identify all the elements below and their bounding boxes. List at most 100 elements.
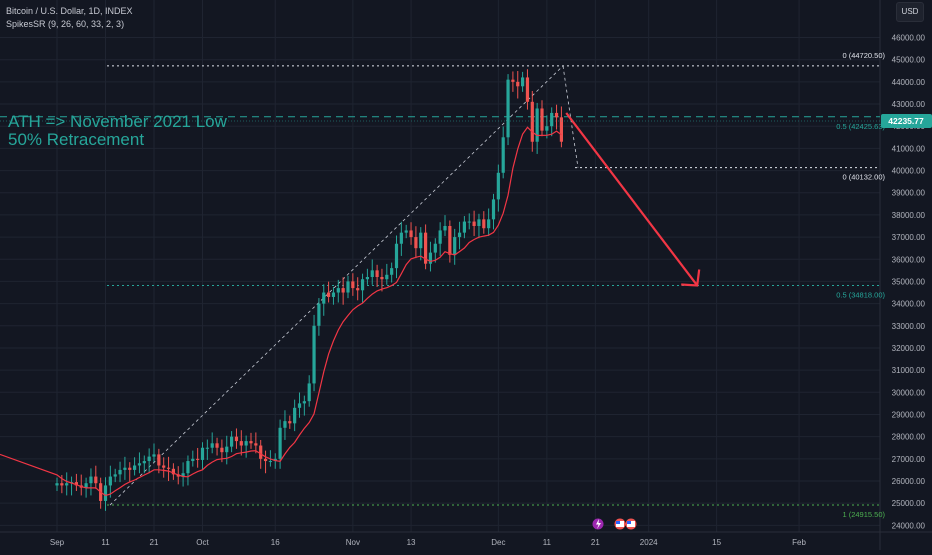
candle-body <box>196 458 200 460</box>
candle-body <box>365 277 369 280</box>
candle-body <box>356 288 360 291</box>
candle-body <box>477 219 481 226</box>
candle-body <box>360 279 365 291</box>
price-axis-label: 26000.00 <box>892 477 926 486</box>
price-axis-label: 40000.00 <box>892 167 926 176</box>
candle-body <box>341 288 345 293</box>
candle-body <box>166 467 171 469</box>
candle-body <box>118 469 122 475</box>
candles <box>55 69 563 511</box>
candle-body <box>123 467 127 470</box>
annotation-text[interactable]: ATH => November 2021 Low 50% Retracement <box>8 113 227 149</box>
fib-level-label: 0.5 (42425.63) <box>836 122 885 131</box>
price-axis-label: 35000.00 <box>892 277 926 286</box>
candle-body <box>525 77 530 102</box>
fib-level-label: 0 (40132.00) <box>842 173 885 182</box>
last-price-value: 42235.77 <box>888 116 924 126</box>
time-axis-label: Feb <box>792 538 806 547</box>
candle-body <box>322 292 326 304</box>
price-axis-label: 46000.00 <box>892 34 926 43</box>
fib-level-label: 0 (44720.50) <box>842 51 885 60</box>
price-axis-label: 44000.00 <box>892 78 926 87</box>
candle-body <box>273 458 277 462</box>
time-axis-label: 11 <box>543 538 552 547</box>
time-axis-label: Oct <box>196 538 209 547</box>
price-axis-label: 36000.00 <box>892 255 926 264</box>
candle-body <box>448 226 452 255</box>
annotation-line-1: ATH => November 2021 Low <box>8 112 227 131</box>
candle-body <box>278 427 282 459</box>
candle-body <box>55 483 59 486</box>
projection-arrow-head <box>681 269 701 287</box>
candle-body <box>501 137 505 173</box>
candle-body <box>511 79 515 82</box>
candle-body <box>205 447 209 449</box>
candle-body <box>535 108 539 142</box>
candle-body <box>390 268 394 275</box>
price-axis-label: 33000.00 <box>892 322 926 331</box>
candle-body <box>496 172 500 200</box>
indicator-legend[interactable]: SpikesSR (9, 26, 60, 33, 2, 3) <box>6 19 125 29</box>
price-axis-label: 38000.00 <box>892 211 926 220</box>
candle-body <box>433 243 437 253</box>
candle-body <box>302 401 306 404</box>
price-axis-label: 24000.00 <box>892 521 926 530</box>
us-flag-canton <box>627 521 631 524</box>
trend-line-secondary <box>562 65 579 168</box>
candle-body <box>375 270 379 277</box>
time-axis: Sep 11 21 Oct 16 Nov 13 Dec 11 21 2024 15 Feb <box>50 538 807 547</box>
candle-body <box>171 468 175 475</box>
price-axis-label: 41000.00 <box>892 144 926 153</box>
candle-body <box>380 277 384 280</box>
candle-body <box>268 461 272 463</box>
candle-body <box>516 81 520 87</box>
candle-body <box>137 463 142 466</box>
candle-body <box>409 230 413 238</box>
candle-body <box>186 461 190 474</box>
chart-header: Bitcoin / U.S. Dollar, 1D, INDEX SpikesS… <box>6 5 133 31</box>
candle-body <box>89 476 93 484</box>
candle-body <box>288 421 292 424</box>
candle-body <box>210 443 214 448</box>
candle-body <box>424 232 428 264</box>
lightning-icon-glyph <box>596 519 601 529</box>
candle-body <box>84 483 88 488</box>
candle-body <box>147 456 151 462</box>
candle-body <box>491 199 496 220</box>
candle-body <box>554 112 559 118</box>
fib-level-label: 1 (24915.50) <box>842 510 885 519</box>
candle-body <box>336 288 340 293</box>
candle-body <box>550 112 554 127</box>
grid <box>0 0 880 532</box>
time-axis-label: Nov <box>346 538 360 547</box>
candle-body <box>545 126 549 131</box>
price-axis-label: 43000.00 <box>892 100 926 109</box>
candle-body <box>419 232 423 249</box>
candle-body <box>385 274 389 280</box>
candle-body <box>191 458 195 462</box>
annotation-line-2: 50% Retracement <box>8 130 145 149</box>
candle-body <box>443 226 447 231</box>
candle-body <box>220 447 224 453</box>
indicator-line <box>0 126 562 497</box>
candle-body <box>254 443 258 446</box>
currency-button[interactable]: USD <box>896 2 924 22</box>
candle-body <box>181 473 185 477</box>
candle-body <box>327 292 331 297</box>
candle-body <box>370 270 374 277</box>
price-axis-label: 39000.00 <box>892 189 926 198</box>
price-axis-label: 31000.00 <box>892 366 926 375</box>
candle-body <box>108 476 112 486</box>
time-axis-label: Sep <box>50 538 65 547</box>
candle-body <box>157 454 161 466</box>
symbol-title[interactable]: Bitcoin / U.S. Dollar, 1D, INDEX <box>6 6 133 16</box>
price-axis-label: 32000.00 <box>892 344 926 353</box>
candle-body <box>103 485 108 501</box>
price-axis-label: 45000.00 <box>892 56 926 65</box>
candle-body <box>297 403 302 408</box>
candle-body <box>200 447 205 460</box>
candle-body <box>540 108 544 131</box>
candle-body <box>225 446 229 453</box>
